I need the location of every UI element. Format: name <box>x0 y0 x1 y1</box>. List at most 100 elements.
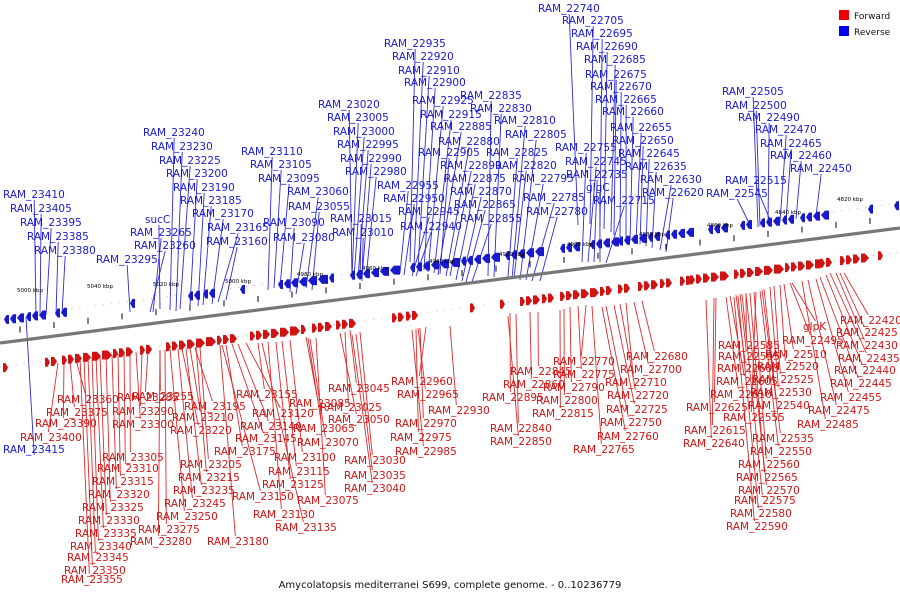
gene-label[interactable]: RAM_22505 <box>722 86 784 98</box>
gene-label[interactable]: RAM_22765 <box>573 444 635 456</box>
gene-label[interactable]: RAM_23240 <box>143 127 205 139</box>
gene-label[interactable]: RAM_23230 <box>151 141 213 153</box>
gene-label[interactable]: RAM_23375 <box>46 407 108 419</box>
gene-label[interactable]: RAM_22550 <box>750 446 812 458</box>
gene-label[interactable]: RAM_22510 <box>765 349 827 361</box>
gene-label[interactable]: RAM_22520 <box>757 361 819 373</box>
gene-label[interactable]: RAM_22925 <box>412 95 474 107</box>
gene-label[interactable]: RAM_23285 <box>117 392 179 404</box>
gene-label[interactable]: RAM_23195 <box>184 401 246 413</box>
gene-label[interactable]: RAM_23160 <box>206 236 268 248</box>
gene-label[interactable]: RAM_22910 <box>398 65 460 77</box>
gene-label[interactable]: RAM_23015 <box>330 213 392 225</box>
gene-label[interactable]: RAM_23045 <box>328 383 390 395</box>
gene-label[interactable]: RAM_23350 <box>64 565 126 577</box>
gene-label[interactable]: RAM_23180 <box>207 536 269 548</box>
gene-label[interactable]: RAM_23050 <box>328 414 390 426</box>
gene-label[interactable]: RAM_23060 <box>287 186 349 198</box>
gene-label[interactable]: RAM_23390 <box>35 418 97 430</box>
gene-label[interactable]: RAM_22975 <box>390 432 452 444</box>
gene-label[interactable]: RAM_22745 <box>565 156 627 168</box>
gene-label[interactable]: RAM_22535 <box>752 433 814 445</box>
gene-label[interactable]: RAM_22500 <box>725 100 787 112</box>
gene-label[interactable]: RAM_22705 <box>562 15 624 27</box>
gene-label[interactable]: RAM_22900 <box>404 77 466 89</box>
gene-label[interactable]: RAM_22815 <box>532 408 594 420</box>
gene-label[interactable]: RAM_22940 <box>400 221 462 233</box>
gene-label[interactable]: RAM_22425 <box>836 327 898 339</box>
gene-label[interactable]: RAM_22460 <box>770 150 832 162</box>
gene-label[interactable]: RAM_23125 <box>262 479 324 491</box>
gene-label[interactable]: RAM_23290 <box>112 406 174 418</box>
gene-label[interactable]: RAM_23075 <box>297 495 359 507</box>
gene-label[interactable]: RAM_23165 <box>207 222 269 234</box>
gene-label[interactable]: RAM_22850 <box>490 436 552 448</box>
gene-label[interactable]: RAM_23395 <box>20 217 82 229</box>
gene-label[interactable]: RAM_22605 <box>716 376 778 388</box>
gene-label[interactable]: RAM_23110 <box>241 146 303 158</box>
gene-label[interactable]: RAM_23250 <box>156 511 218 523</box>
gene-label[interactable]: RAM_22440 <box>834 365 896 377</box>
gene-label[interactable]: RAM_23025 <box>320 402 382 414</box>
gene-label[interactable]: RAM_22830 <box>470 103 532 115</box>
gene-label[interactable]: RAM_22980 <box>345 166 407 178</box>
gene-label[interactable]: RAM_22620 <box>642 187 704 199</box>
gene-label[interactable]: RAM_22995 <box>337 139 399 151</box>
gene-label[interactable]: RAM_22905 <box>418 147 480 159</box>
gene-label[interactable]: RAM_22985 <box>395 446 457 458</box>
gene-label[interactable]: RAM_22565 <box>736 472 798 484</box>
gene-label[interactable]: RAM_22515 <box>725 175 787 187</box>
gene-label[interactable]: RAM_23155 <box>236 389 298 401</box>
gene-label[interactable]: RAM_22450 <box>790 163 852 175</box>
gene-label[interactable]: RAM_22895 <box>482 392 544 404</box>
gene-label[interactable]: RAM_23105 <box>250 159 312 171</box>
gene-label[interactable]: RAM_22790 <box>543 382 605 394</box>
gene-label[interactable]: RAM_22555 <box>723 412 785 424</box>
gene-label[interactable]: RAM_22960 <box>391 376 453 388</box>
gene-label[interactable]: RAM_22965 <box>397 389 459 401</box>
gene-label[interactable]: RAM_23130 <box>253 509 315 521</box>
gene-label[interactable]: RAM_22695 <box>571 28 633 40</box>
gene-label[interactable]: RAM_22420 <box>840 315 900 327</box>
gene-label[interactable]: RAM_23275 <box>138 524 200 536</box>
gene-label[interactable]: RAM_23005 <box>327 112 389 124</box>
gene-label[interactable]: RAM_23245 <box>164 498 226 510</box>
gene-label[interactable]: RAM_22885 <box>430 121 492 133</box>
gene-label[interactable]: RAM_22595 <box>718 351 780 363</box>
gene-label[interactable]: RAM_23185 <box>180 195 242 207</box>
gene-label[interactable]: glgC <box>586 182 610 194</box>
gene-label[interactable]: RAM_22475 <box>808 405 870 417</box>
gene-label[interactable]: RAM_23300 <box>112 419 174 431</box>
gene-label[interactable]: RAM_23260 <box>134 240 196 252</box>
gene-label[interactable]: RAM_22945 <box>398 206 460 218</box>
gene-label[interactable]: RAM_22455 <box>820 392 882 404</box>
gene-label[interactable]: RAM_23020 <box>318 99 380 111</box>
gene-label[interactable]: RAM_22690 <box>576 41 638 53</box>
gene-label[interactable]: RAM_22525 <box>752 374 814 386</box>
gene-label[interactable]: RAM_22820 <box>495 160 557 172</box>
gene-label[interactable]: RAM_22740 <box>538 3 600 15</box>
gene-label[interactable]: RAM_22640 <box>683 438 745 450</box>
gene-label[interactable]: RAM_23220 <box>170 425 232 437</box>
gene-label[interactable]: RAM_23065 <box>293 423 355 435</box>
gene-label[interactable]: RAM_22700 <box>620 364 682 376</box>
gene-label[interactable]: RAM_22465 <box>760 138 822 150</box>
gene-label[interactable]: RAM_22580 <box>730 508 792 520</box>
gene-label[interactable]: RAM_23405 <box>10 203 72 215</box>
gene-label[interactable]: RAM_23055 <box>288 201 350 213</box>
gene-label[interactable]: RAM_23400 <box>20 432 82 444</box>
gene-label[interactable]: RAM_23265 <box>130 227 192 239</box>
gene-label[interactable]: RAM_23035 <box>344 470 406 482</box>
gene-label[interactable]: RAM_22860 <box>503 379 565 391</box>
gene-label[interactable]: RAM_23235 <box>173 485 235 497</box>
gene-label[interactable]: RAM_22870 <box>450 186 512 198</box>
gene-label[interactable]: RAM_23120 <box>252 408 314 420</box>
gene-label[interactable]: RAM_23340 <box>70 541 132 553</box>
gene-label[interactable]: RAM_23295 <box>96 254 158 266</box>
gene-label[interactable]: RAM_22495 <box>782 335 844 347</box>
gene-label[interactable]: RAM_22530 <box>750 387 812 399</box>
gene-label[interactable]: RAM_23355 <box>61 574 123 586</box>
gene-label[interactable]: RAM_22890 <box>440 160 502 172</box>
gene-label[interactable]: RAM_22835 <box>460 90 522 102</box>
gene-label[interactable]: RAM_23335 <box>75 528 137 540</box>
